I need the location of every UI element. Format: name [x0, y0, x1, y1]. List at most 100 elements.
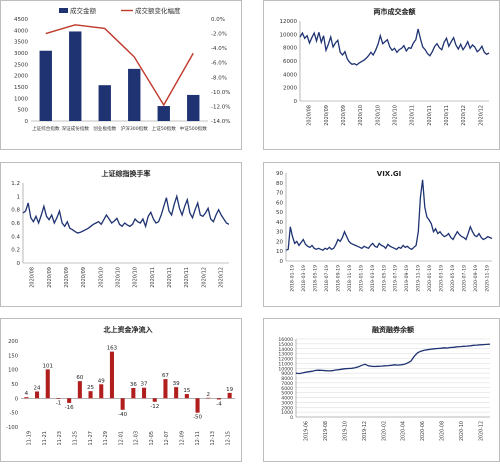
- y-tick-label: 10000: [278, 366, 293, 372]
- x-tick-label: 2018-07-19: [324, 265, 330, 292]
- y-left-tick-label: 2000: [14, 74, 28, 80]
- data-label: 60: [76, 375, 83, 381]
- y-tick-label: 0: [15, 396, 18, 402]
- y-tick-label: -50: [10, 411, 18, 417]
- y-tick-label: 50: [276, 210, 283, 216]
- y-tick-label: 10: [276, 249, 283, 255]
- bar: [184, 394, 189, 399]
- y-tick-label: 3000: [281, 400, 293, 406]
- data-label: 24: [34, 385, 41, 391]
- y-tick-label: 4000: [281, 396, 293, 402]
- x-tick-label: 2019-11-19: [416, 265, 422, 292]
- y-right-tick-label: 0.0%: [211, 17, 225, 23]
- chart-title: VIX.GI: [377, 170, 401, 178]
- x-tick-label: 2019-01-19: [358, 265, 364, 292]
- x-tick-label: 11-19: [27, 431, 33, 446]
- y-tick-label: 7000: [281, 381, 293, 387]
- bar: [35, 391, 40, 399]
- legend-line-label: 成交额变化幅度: [135, 6, 181, 15]
- y-tick-label: 1.2: [11, 181, 20, 187]
- x-tick-label: 11-25: [73, 431, 79, 446]
- x-tick-label: 2020/08: [30, 267, 36, 288]
- y-tick-label: -100: [6, 425, 18, 431]
- x-tick-label: 2020/12: [218, 267, 224, 288]
- chart-vix: VIX.GI 0 10 20 30 40 50 60 70 80 90 2018-01-19 2018-…: [276, 170, 493, 292]
- bar: [56, 398, 61, 399]
- bar: [77, 381, 82, 399]
- x-tick-label: 2020/10: [98, 267, 104, 288]
- x-tick-label: 2020/09: [64, 267, 70, 288]
- data-label: 15: [183, 388, 190, 394]
- data-label: 19: [226, 387, 233, 393]
- y-tick-label: 4000: [283, 72, 297, 78]
- x-tick-label: 2020-01-19: [427, 265, 433, 292]
- x-tick-label: 2020-04: [401, 421, 407, 441]
- y-tick-label: 90: [276, 171, 283, 177]
- x-tick-label: 2020-08: [440, 421, 446, 441]
- bar: [174, 387, 179, 399]
- x-tick-label: 2020-02: [381, 421, 387, 441]
- x-tick-label: 2020/10: [358, 105, 364, 126]
- y-tick-label: 0.6: [11, 221, 20, 227]
- data-label: 39: [173, 381, 180, 387]
- x-tick-label: 2019-05-19: [381, 265, 387, 292]
- x-tick-label: 2020-12: [478, 421, 484, 441]
- y-tick-label: 50: [11, 382, 18, 388]
- y-right-tick-label: -2.0%: [211, 32, 227, 38]
- x-tick-label: 2019-07-19: [393, 265, 399, 292]
- bar: [99, 384, 104, 399]
- chart-panel-margin-balance: 融资融券余额 0 1000 2000 3000 4000 5000 6000 7000 8000 9…: [263, 318, 500, 462]
- legend-bar-label: 成交金额: [70, 6, 97, 15]
- y-tick-label: 0: [280, 259, 284, 265]
- x-tick-label: 2018-05-19: [313, 265, 319, 292]
- y-tick-label: 0: [17, 261, 21, 267]
- y-tick-label: 80: [276, 181, 283, 187]
- y-tick-label: 1: [17, 194, 21, 200]
- y-right-tick-label: -6.0%: [211, 61, 227, 67]
- y-tick-label: 13000: [278, 352, 293, 358]
- y-tick-label: 0.2: [11, 248, 20, 254]
- x-tick-label: 2020/11: [184, 267, 190, 288]
- x-tick-label: 12-09: [180, 431, 186, 446]
- bar: [216, 398, 221, 400]
- chart-panel-vix: VIX.GI 0 10 20 30 40 50 60 70 80 90 2018-01-19 2018-…: [263, 162, 500, 307]
- bar: [39, 50, 52, 121]
- bar: [120, 398, 125, 410]
- y-left-tick-label: 3500: [14, 40, 28, 46]
- x-tick-label: 11-23: [57, 431, 63, 446]
- y-right-tick-label: -12.0%: [211, 104, 230, 110]
- series-line: [295, 343, 491, 375]
- chart-title: 北上资金净流入: [104, 325, 153, 334]
- y-left-tick-label: 4500: [14, 17, 28, 23]
- bar: [142, 387, 147, 399]
- bar: [67, 398, 72, 403]
- x-tick-label: 2018-03-19: [301, 265, 307, 292]
- x-tick-label: 2020-09-19: [473, 265, 479, 292]
- x-tick-label: 2020/11: [444, 105, 450, 126]
- data-label: 49: [98, 378, 105, 384]
- y-tick-label: 2000: [283, 86, 297, 92]
- bar: [152, 398, 157, 402]
- x-tick-label: 2020/11: [150, 267, 156, 288]
- x-tick-label: 2018-01-19: [290, 265, 296, 292]
- chart-turnover-rate: 上证综指换手率 0 0.2 0.4 0.6 0.8 1 1.2 2020/08 2020/09 20…: [11, 169, 230, 288]
- y-tick-label: 11000: [278, 361, 293, 367]
- y-tick-label: 20: [276, 239, 283, 245]
- x-tick-label: 12-01: [118, 431, 124, 446]
- x-tick-label: 2020/12: [461, 105, 467, 126]
- x-tick-label: 2019-10: [343, 421, 349, 441]
- y-right-tick-label: -8.0%: [211, 75, 227, 81]
- data-label: 4: [25, 391, 29, 397]
- data-label: -4: [216, 401, 222, 407]
- y-tick-label: 70: [276, 191, 283, 197]
- x-tick-label: 2020/09: [47, 267, 53, 288]
- data-label: 25: [87, 385, 94, 391]
- chart-northbound: 北上资金净流入 -100 -50 0 50 100 150 200 4 24 101 -1 -16 60 2…: [6, 325, 235, 446]
- x-tick-label: 2019-09-19: [404, 265, 410, 292]
- y-right-tick-label: -14.0%: [211, 119, 230, 125]
- x-tick-label: 2020/09: [81, 267, 87, 288]
- bar: [69, 31, 82, 121]
- y-left-tick-label: 1500: [14, 85, 28, 91]
- x-tick-label: 2020-05-19: [450, 265, 456, 292]
- y-left-tick-label: 1000: [14, 96, 28, 102]
